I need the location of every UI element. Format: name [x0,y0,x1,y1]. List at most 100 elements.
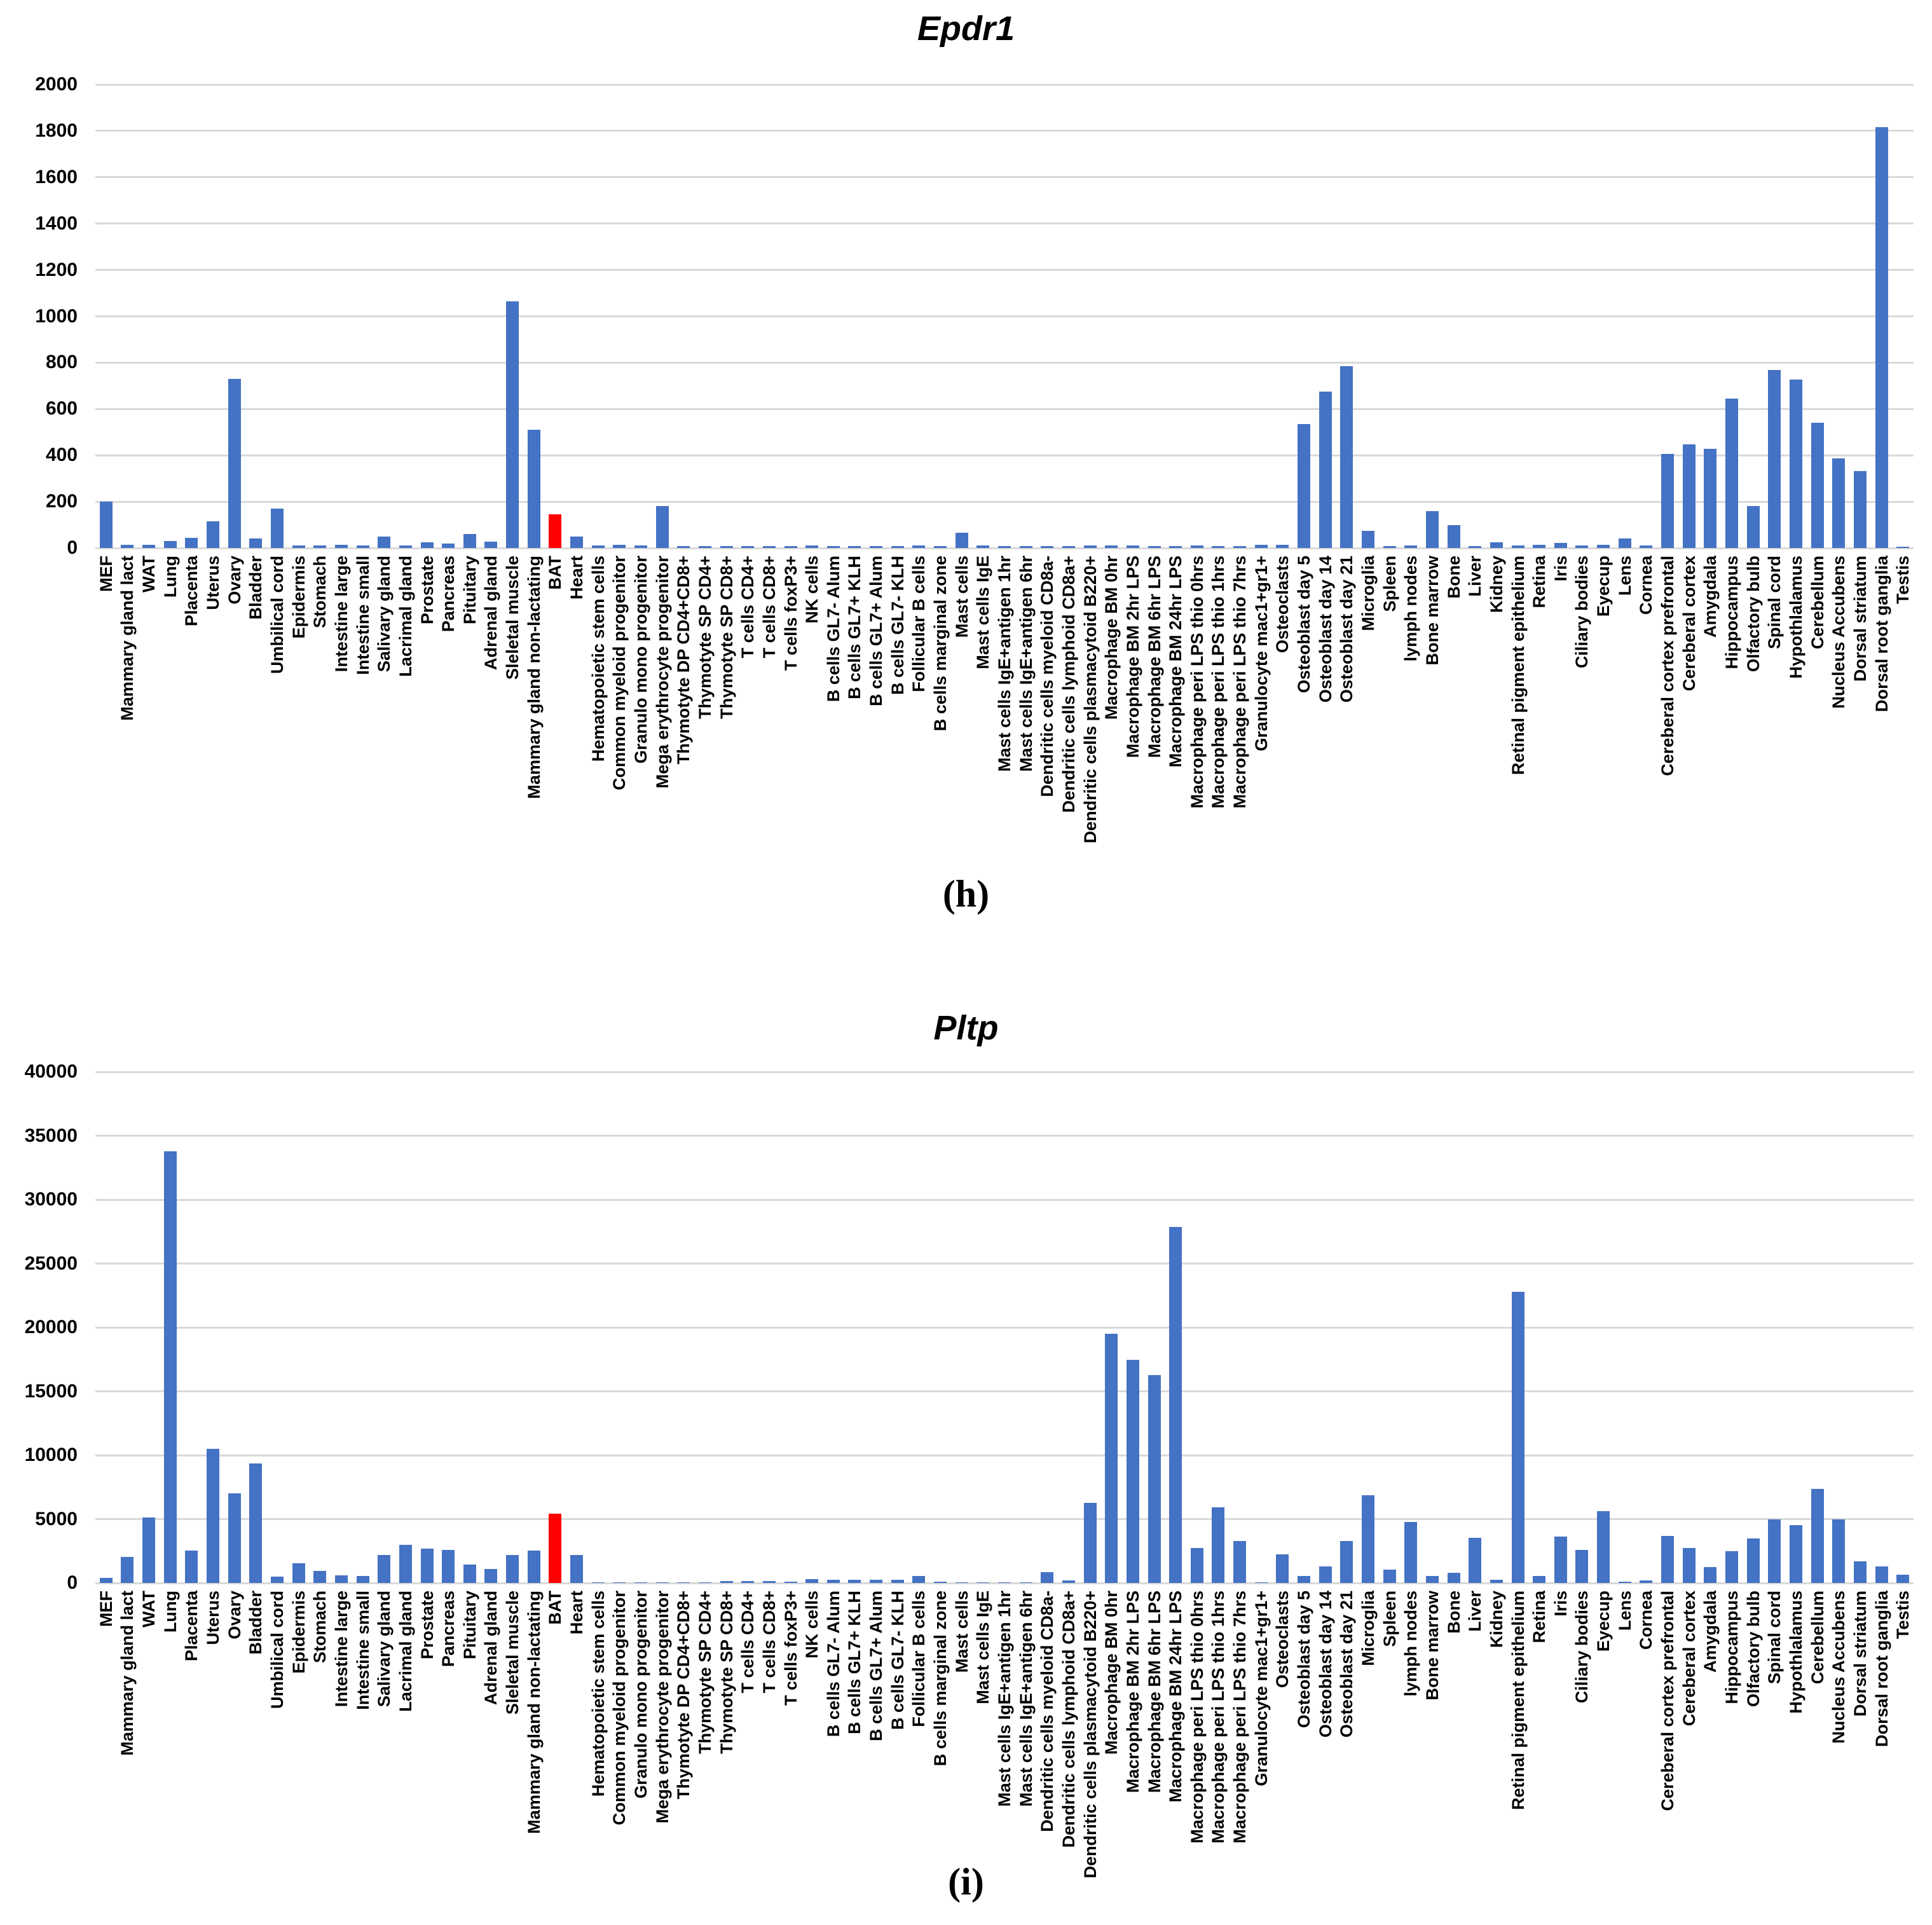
x-axis-label-thymotyte-sp-cd8: Thymotyte SP CD8+ [716,556,736,719]
bar-olfactory-bulb [1746,1538,1760,1583]
y-axis-tick-label: 0 [67,1572,78,1593]
x-axis-label-mef: MEF [96,556,116,592]
x-axis-label-cereberal-cortex: Cereberal cortex [1679,1591,1699,1727]
bar-cereberal-cortex [1682,444,1696,548]
x-axis-label-adrenal-gland: Adrenal gland [481,1591,501,1706]
bar-intestine-small [356,545,369,548]
bar-b-cells-gl7-klh [891,1579,904,1583]
bar-lymph-nodes [1404,545,1418,548]
bar-umbilical-cord [271,1577,284,1583]
x-axis-label-prostate: Prostate [417,1591,437,1660]
bar-t-cells-cd4 [741,1580,755,1583]
x-axis-label-mast-cells-ige-antigen-6hr: Mast cells IgE+antigen 6hr [1016,556,1036,772]
x-axis-label-uterus: Uterus [203,556,223,610]
x-axis-label-intestine-small: Intestine small [353,556,373,675]
x-axis-label-pancreas: Pancreas [439,1591,458,1668]
bar-thymotyte-sp-cd8 [720,546,733,548]
x-axis-label-mammary-gland-non-lactating: Mammary gland non-lactating [524,556,544,799]
bar-ovary [228,1493,241,1583]
x-axis-label-mega-erythrocyte-progenitor: Mega erythrocyte progenitor [652,1591,672,1824]
x-axis-label-b-cells-gl7-klh: B cells GL7- KLH [887,1591,907,1730]
x-axis-label-follicular-b-cells: Follicular B cells [909,556,929,692]
y-axis-tick-label: 600 [45,398,78,420]
bar-heart [570,1555,584,1583]
bar-pancreas [442,543,455,548]
x-axis-label-epidermis: Epidermis [289,556,308,639]
x-axis-label-cerebellum: Cerebellum [1807,1591,1827,1685]
bar-epidermis [292,1563,305,1583]
x-axis-label-granulocyte-mac1-gr1: Granulocyte mac1+gr1+ [1251,556,1271,751]
bar-testis [1896,1575,1910,1583]
x-axis-label-mega-erythrocyte-progenitor: Mega erythrocyte progenitor [652,556,672,789]
bar-t-cells-foxp3 [784,546,797,548]
bar-osteoblast-day-5 [1298,1576,1311,1583]
bar-granulocyte-mac1-gr1 [1254,544,1268,548]
x-axis-label-bone-marrow: Bone marrow [1422,556,1442,666]
bar-osteoclasts [1276,1554,1289,1583]
bar-hypothlalamus [1789,379,1802,548]
x-axis-label-adrenal-gland: Adrenal gland [481,556,501,671]
x-axis-label-hippocampus: Hippocampus [1722,1591,1741,1704]
x-axis-label-hippocampus: Hippocampus [1722,556,1741,669]
bar-uterus [207,1448,220,1583]
bar-bone-marrow [1425,1575,1439,1583]
bar-spleen [1383,1569,1396,1583]
x-axis-label-b-cells-gl7-alum: B cells GL7+ Alum [867,556,886,706]
bar-mef [99,1577,113,1583]
x-axis-label-lymph-nodes: lymph nodes [1401,556,1421,662]
x-axis-label-prostate: Prostate [417,556,437,625]
bar-bone [1447,524,1460,548]
y-axis-tick-label: 400 [45,444,78,466]
bar-kidney [1490,1579,1503,1583]
bar-testis [1896,546,1910,548]
bar-mast-cells-ige-antigen-6hr [1019,1582,1032,1583]
x-axis-label-pituitary: Pituitary [460,1591,479,1660]
bar-mammary-gland-lact [121,1556,134,1583]
bar-macrophage-peri-lps-thio-0hrs [1190,545,1203,548]
bar-hematopoietic-stem-cells [591,545,605,548]
bar-macrophage-bm-2hr-lps [1126,545,1139,548]
bar-follicular-b-cells [912,545,926,548]
bar-t-cells-cd8 [762,1580,776,1583]
x-axis-label-stomach: Stomach [310,1591,330,1664]
x-axis-label-bladder: Bladder [246,1591,266,1655]
x-axis-label-spleen: Spleen [1380,1591,1399,1647]
x-axis-label-heart: Heart [567,1591,587,1635]
bar-cereberal-cortex-prefrontal [1661,1535,1675,1583]
bar-b-cells-gl7-alum [870,1580,883,1583]
x-axis-label-testis: Testis [1893,1591,1913,1640]
bar-retina [1533,1575,1546,1583]
x-axis-label-b-cells-gl7-klh: B cells GL7- KLH [887,556,907,695]
bar-umbilical-cord [271,509,284,548]
x-axis-label-cereberal-cortex-prefrontal: Cereberal cortex prefrontal [1658,556,1678,776]
x-axis-label-dendritic-cells-myeloid-cd8a: Dendritic cells myeloid CD8a- [1038,556,1057,797]
x-axis-label-mast-cells-ige: Mast cells IgE [973,556,993,669]
bar-wat [142,544,156,548]
gridline [95,130,1914,132]
x-axis-label-lung: Lung [160,1591,180,1633]
bar-granulo-mono-progenitor [634,1582,647,1583]
chart-title-epdr1: Epdr1 [917,10,1015,48]
bar-osteoblast-day-5 [1298,423,1311,548]
x-axis-label-spleen: Spleen [1380,556,1399,612]
bar-mast-cells [955,1582,968,1583]
x-axis-label-wat: WAT [139,1591,159,1627]
bar-macrophage-bm-24hr-lps [1169,546,1182,548]
bar-pancreas [442,1549,455,1583]
gridline [95,1263,1914,1264]
x-axis-label-liver: Liver [1465,1591,1485,1632]
x-axis-label-bat: BAT [545,1591,565,1625]
x-axis-label-liver: Liver [1465,556,1485,597]
bar-pituitary [463,534,476,548]
x-axis-label-sleletal-muscle: Sleletal muscle [503,556,523,680]
x-axis-label-mast-cells: Mast cells [952,1591,971,1673]
gridline [95,547,1914,549]
y-axis-tick-label: 1600 [35,166,78,188]
x-axis-label-t-cells-foxp3: T cells foxP3+ [781,556,800,671]
x-axis-label-b-cells-marginal-zone: B cells marginal zone [931,1591,950,1767]
y-axis-tick-label: 800 [45,352,78,373]
x-axis-label-mast-cells-ige-antigen-1hr: Mast cells IgE+antigen 1hr [995,1591,1014,1807]
x-axis-label-epidermis: Epidermis [289,1591,308,1674]
x-axis-label-mast-cells-ige-antigen-6hr: Mast cells IgE+antigen 6hr [1016,1591,1036,1807]
